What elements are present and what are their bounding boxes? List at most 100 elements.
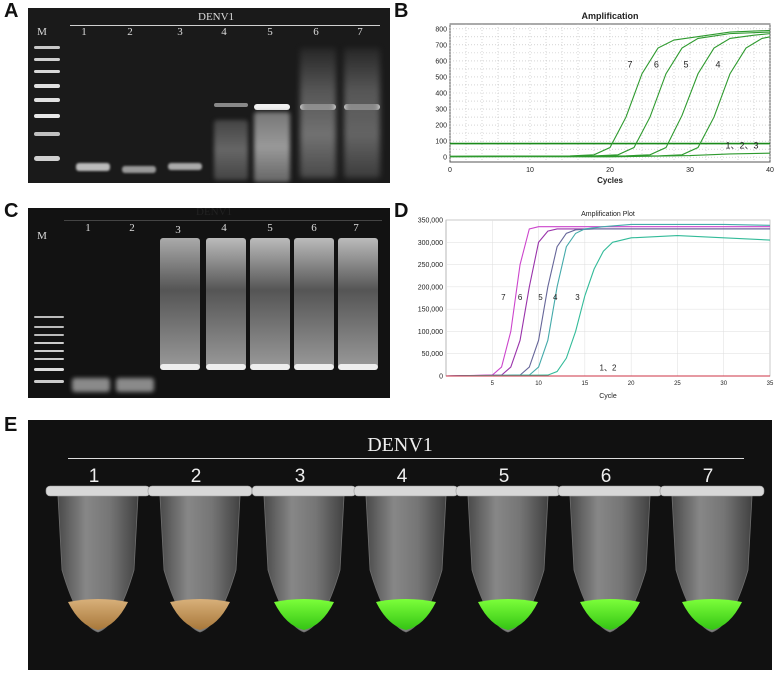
y-tick-label: 200,000 <box>418 284 443 291</box>
series-label: 7 <box>627 59 632 69</box>
x-tick-label: 20 <box>606 167 614 174</box>
tube-label: 2 <box>191 466 202 487</box>
series-label: 3 <box>575 293 580 302</box>
panel-d-letter: D <box>394 200 409 222</box>
y-tick-label: 200 <box>435 123 447 130</box>
series-line-5 <box>449 33 771 157</box>
x-tick-label: 10 <box>535 381 542 387</box>
x-axis-label: Cycle <box>599 393 617 400</box>
series-line-7 <box>449 29 771 157</box>
series-label: 5 <box>538 293 543 302</box>
gel-a-lane-label: 4 <box>221 26 227 38</box>
gel-c-lane-label: 3 <box>175 224 181 236</box>
gel-c-title: DENV1 <box>196 208 233 218</box>
gel-c-lane-label: 6 <box>311 222 317 234</box>
series-label: 5 <box>683 59 688 69</box>
tube: 7 <box>659 466 765 633</box>
tubes-drawing: 1 2 3 4 5 6 7 <box>45 466 765 633</box>
gel-c-lane-label: 7 <box>353 222 359 234</box>
x-tick-label: 5 <box>491 381 495 387</box>
gel-a-band <box>76 163 110 171</box>
gel-c-lane-label: 4 <box>221 222 227 234</box>
tube-cap <box>45 485 151 497</box>
x-tick-label: 40 <box>766 167 774 174</box>
gel-a-lane-label: 2 <box>127 26 133 38</box>
y-tick-label: 300,000 <box>418 240 443 247</box>
panel-a-letter: A <box>4 0 19 22</box>
tube-photo: DENV1 1 2 3 4 5 6 7 <box>28 420 772 670</box>
y-tick-label: 350,000 <box>418 218 443 225</box>
panel-c-letter: C <box>4 200 19 222</box>
y-tick-label: 150,000 <box>418 307 443 314</box>
tube-body <box>159 495 241 633</box>
x-axis-label: Cycles <box>597 176 623 185</box>
series-label: 6 <box>654 59 659 69</box>
gel-c-lane-label: 1 <box>85 222 91 234</box>
tube: 3 <box>251 466 357 633</box>
x-tick-label: 30 <box>686 167 694 174</box>
plot-area <box>445 219 771 377</box>
y-tick-label: 0 <box>443 155 447 162</box>
tube-liquid <box>478 599 538 630</box>
gel-c-lane-label: 2 <box>129 222 135 234</box>
tube-cap <box>455 485 561 497</box>
series-line-4 <box>445 223 771 377</box>
tube-body <box>263 495 345 633</box>
y-tick-label: 100,000 <box>418 329 443 336</box>
gel-c-band <box>116 378 154 392</box>
gel-c: DENV1 M 1 2 3 4 5 6 7 <box>28 208 390 398</box>
tube-photo-title: DENV1 <box>367 434 433 456</box>
gel-a-band <box>122 166 156 173</box>
tube-label: 7 <box>703 466 714 487</box>
gel-a-rule <box>70 25 380 26</box>
x-tick-label: 10 <box>526 167 534 174</box>
y-tick-label: 600 <box>435 58 447 65</box>
tube-label: 1 <box>89 466 100 487</box>
tube-cap <box>659 485 765 497</box>
y-tick-label: 250,000 <box>418 262 443 269</box>
tube-cap <box>251 485 357 497</box>
y-tick-label: 0 <box>439 374 443 381</box>
tube-liquid <box>274 599 334 630</box>
tube: 4 <box>353 466 459 633</box>
tube-label: 3 <box>295 466 306 487</box>
tube: 5 <box>455 466 561 633</box>
tube-photo-rule <box>68 458 744 459</box>
tube-cap <box>557 485 663 497</box>
gel-a-lane-label: 1 <box>81 26 87 38</box>
tube-label: 4 <box>397 466 408 487</box>
gel-a-title: DENV1 <box>198 11 235 23</box>
series-label: 4 <box>715 59 720 69</box>
gel-a-lane-label: 5 <box>267 26 273 38</box>
tube-body <box>467 495 549 633</box>
tube: 2 <box>147 466 253 633</box>
tube-label: 5 <box>499 466 510 487</box>
gel-c-marker-label: M <box>37 230 47 242</box>
gel-a-lane-label: 3 <box>177 26 183 38</box>
tube-liquid <box>170 599 230 630</box>
tube-body <box>671 495 753 633</box>
y-tick-label: 500 <box>435 74 447 81</box>
gel-c-band <box>72 378 110 392</box>
tube-liquid <box>682 599 742 630</box>
series-label: 7 <box>501 293 506 302</box>
series-label: 1、2、3 <box>725 140 758 150</box>
x-tick-label: 15 <box>582 381 589 387</box>
x-tick-label: 25 <box>674 381 681 387</box>
gel-a-lane-label: 7 <box>357 26 363 38</box>
gel-a-band <box>168 163 202 170</box>
x-tick-label: 35 <box>767 381 774 387</box>
tube-body <box>569 495 651 633</box>
series-line-7 <box>445 226 770 377</box>
tube-liquid <box>580 599 640 630</box>
series-line-3 <box>445 235 771 377</box>
tube-body <box>365 495 447 633</box>
y-tick-label: 800 <box>435 26 447 33</box>
y-tick-label: 100 <box>435 139 447 146</box>
tube-label: 6 <box>601 466 612 487</box>
y-tick-label: 50,000 <box>422 351 444 358</box>
series-label: 4 <box>553 293 558 302</box>
tube-liquid <box>376 599 436 630</box>
